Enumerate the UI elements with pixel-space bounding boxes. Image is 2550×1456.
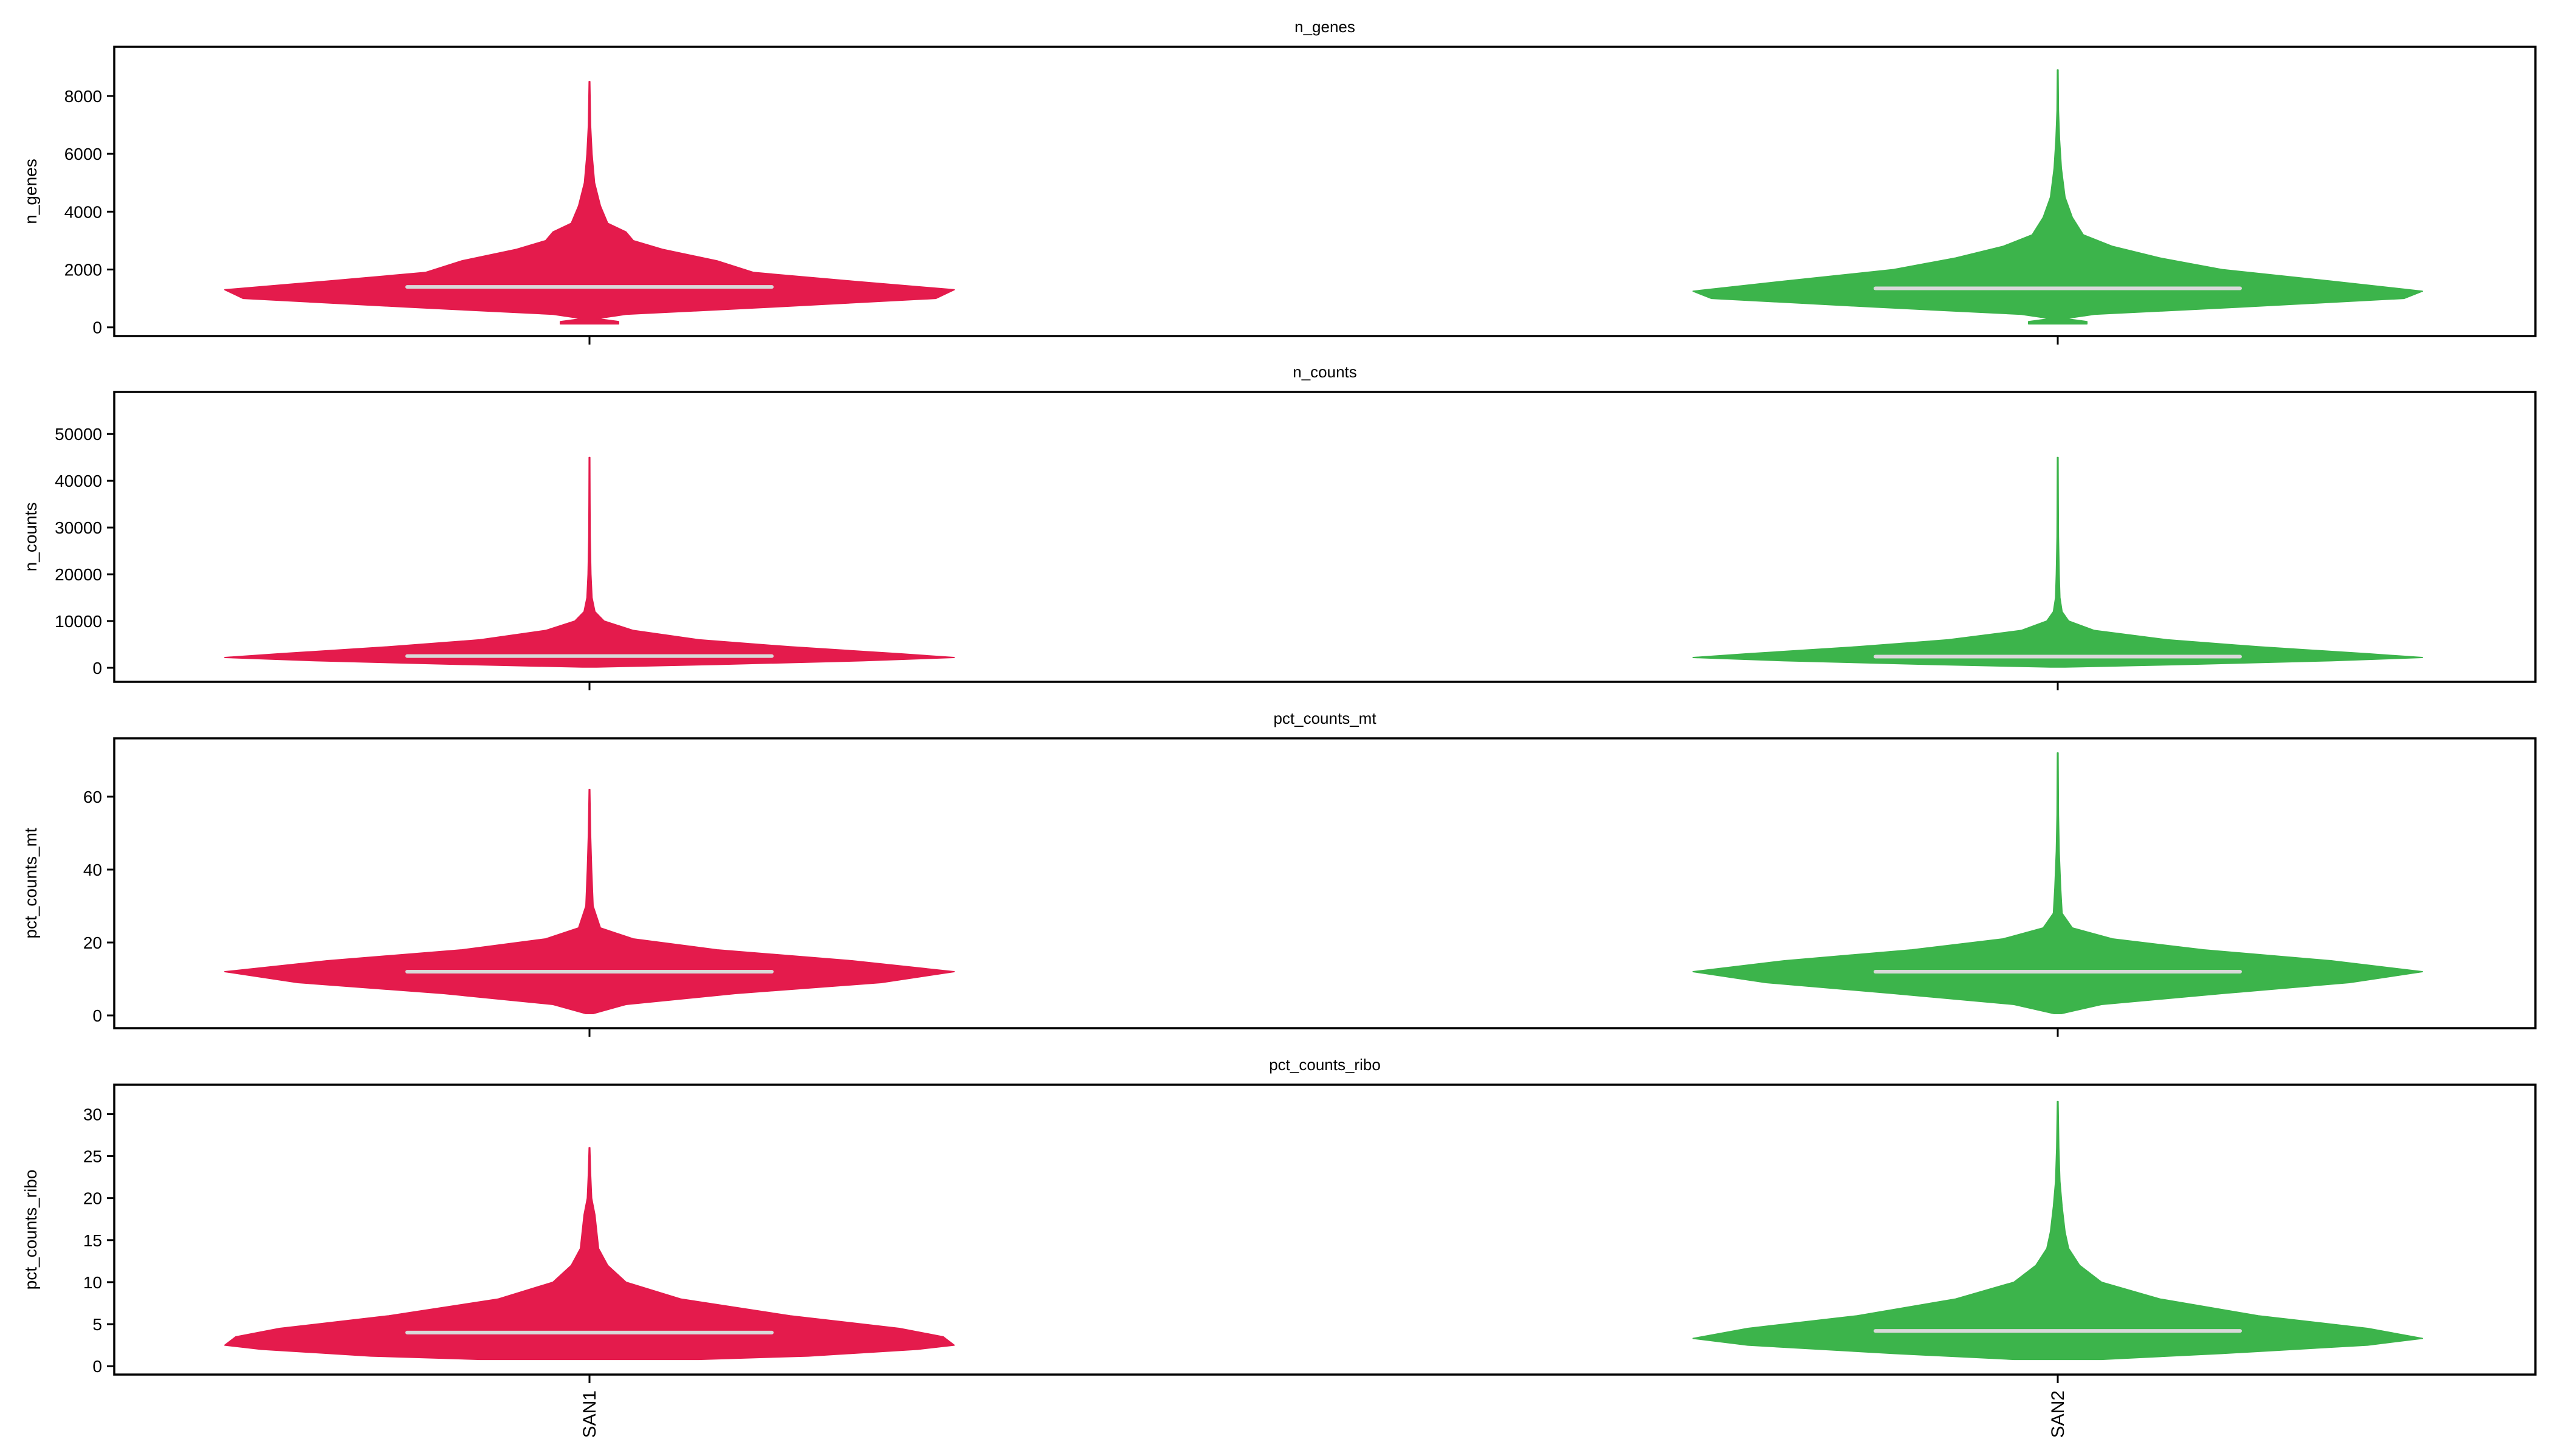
panel-pct-counts-ribo: pct_counts_ribo 0 5 10 15 20 25 30 pct_counts_ri… bbox=[21, 1056, 2537, 1438]
x-category-label-san2: SAN2 bbox=[2048, 1390, 2068, 1438]
y-tick-label: 8000 bbox=[64, 87, 102, 106]
y-tick-label: 10 bbox=[83, 1273, 102, 1292]
y-tick-label: 25 bbox=[83, 1147, 102, 1166]
y-tick-label: 20 bbox=[83, 1189, 102, 1208]
panel-title: pct_counts_mt bbox=[1273, 709, 1376, 727]
y-tick-label: 60 bbox=[83, 788, 102, 806]
y-tick-label: 30000 bbox=[55, 518, 102, 537]
y-tick-label: 40 bbox=[83, 860, 102, 879]
panel-title: n_counts bbox=[1293, 363, 1357, 381]
panel-pct-counts-mt: pct_counts_mt 0 20 40 60 pct_counts_mt bbox=[21, 709, 2537, 1037]
violin-san2 bbox=[1693, 752, 2423, 1014]
y-axis-label: pct_counts_ribo bbox=[21, 1170, 40, 1290]
violin-san2 bbox=[1693, 456, 2423, 668]
violin-san1 bbox=[224, 789, 955, 1014]
violin-san1 bbox=[224, 456, 955, 668]
y-axis-label: n_counts bbox=[21, 503, 40, 572]
y-tick-label: 40000 bbox=[55, 472, 102, 490]
y-tick-label: 0 bbox=[92, 318, 102, 337]
panel-title: n_genes bbox=[1294, 18, 1355, 36]
violin-san1 bbox=[224, 1147, 955, 1361]
violin-san2 bbox=[1693, 69, 2423, 325]
x-category-label-san1: SAN1 bbox=[580, 1390, 600, 1438]
y-tick-label: 15 bbox=[83, 1231, 102, 1250]
axes-frame bbox=[113, 391, 2537, 683]
violin-san2 bbox=[1693, 1101, 2423, 1361]
y-tick-label: 0 bbox=[92, 1357, 102, 1376]
y-tick-label: 20000 bbox=[55, 565, 102, 584]
panel-n-counts: n_counts 0 10000 20000 30000 40000 50000 n_coun… bbox=[21, 363, 2537, 690]
y-tick-label: 50000 bbox=[55, 425, 102, 444]
y-tick-label: 2000 bbox=[64, 261, 102, 280]
y-tick-label: 0 bbox=[92, 1006, 102, 1025]
panel-n-genes: n_genes 0 2000 4000 6000 8000 n_genes bbox=[21, 18, 2537, 345]
axes-frame bbox=[113, 1083, 2537, 1376]
axes-frame bbox=[113, 737, 2537, 1029]
y-tick-label: 6000 bbox=[64, 145, 102, 163]
y-tick-label: 4000 bbox=[64, 202, 102, 221]
y-axis-label: n_genes bbox=[21, 159, 40, 224]
y-axis-label: pct_counts_mt bbox=[21, 828, 40, 938]
axes-frame bbox=[113, 46, 2537, 337]
y-tick-label: 5 bbox=[92, 1315, 102, 1334]
y-tick-label: 0 bbox=[92, 659, 102, 678]
panel-title: pct_counts_ribo bbox=[1269, 1056, 1381, 1074]
y-tick-label: 20 bbox=[83, 933, 102, 952]
y-tick-label: 30 bbox=[83, 1105, 102, 1124]
violin-san1 bbox=[224, 81, 955, 325]
y-tick-label: 10000 bbox=[55, 612, 102, 631]
